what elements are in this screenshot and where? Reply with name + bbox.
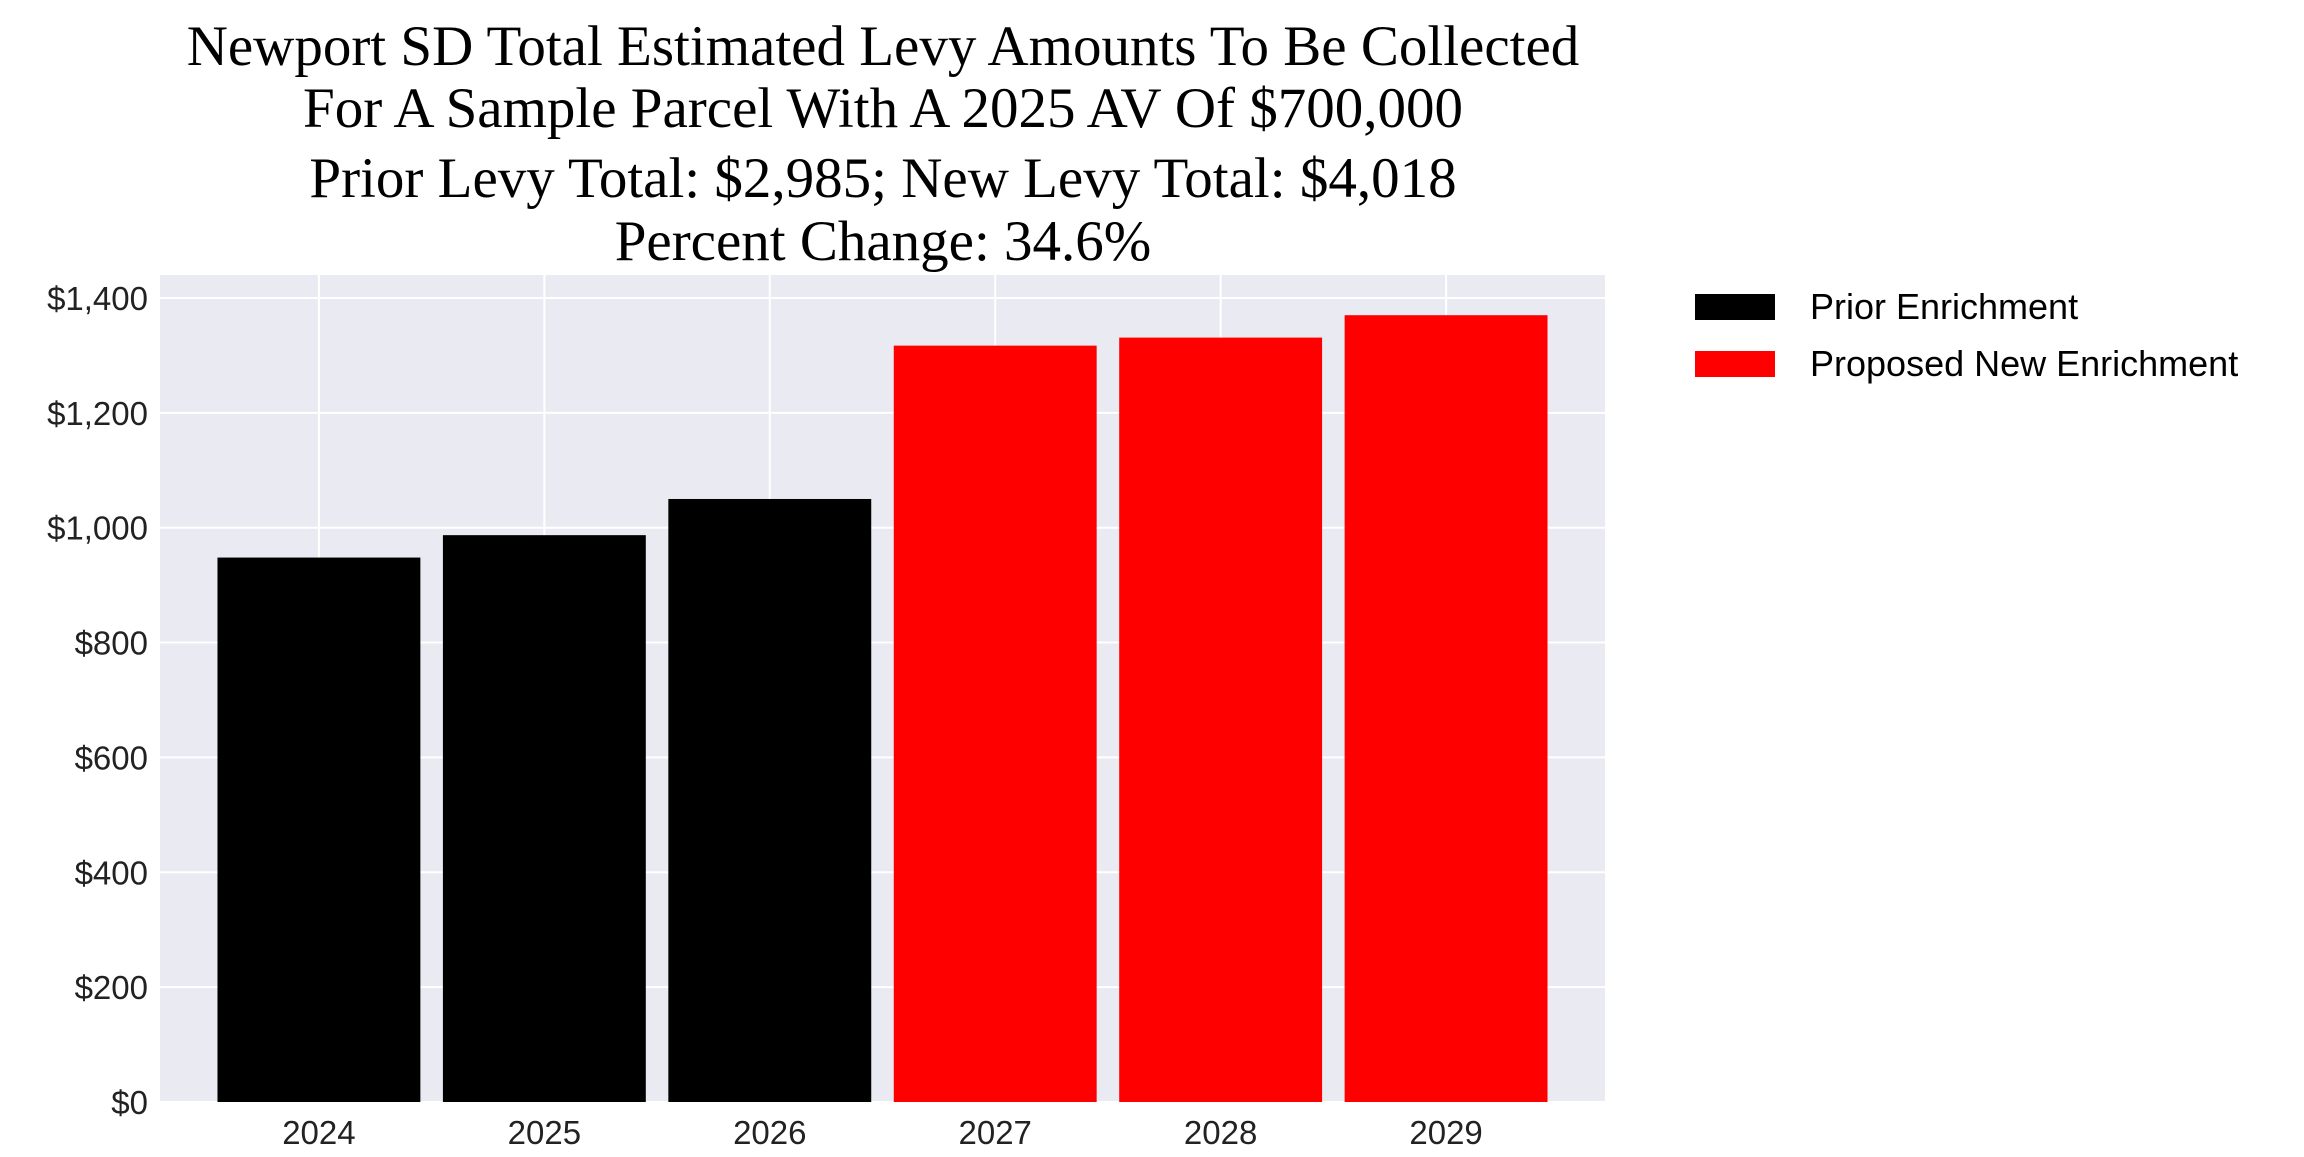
bar-2029 [1344, 315, 1548, 1102]
y-tick-label: $800 [75, 625, 148, 662]
y-tick-label: $200 [75, 969, 148, 1006]
title-line-4: Percent Change: 34.6% [615, 210, 1152, 273]
x-tick-label: 2029 [1409, 1114, 1482, 1151]
bar-2028 [1119, 337, 1323, 1102]
bar-2024 [217, 557, 421, 1102]
bar-2026 [668, 498, 872, 1103]
title-line-1: Newport SD Total Estimated Levy Amounts … [187, 15, 1580, 78]
y-tick-label: $0 [111, 1084, 148, 1121]
bar-2025 [442, 535, 646, 1102]
x-tick-label: 2028 [1184, 1114, 1257, 1151]
y-tick-label: $600 [75, 739, 148, 776]
legend: Prior Enrichment Proposed New Enrichment [1695, 286, 2238, 384]
y-tick-label: $1,200 [47, 395, 148, 432]
chart-title: Newport SD Total Estimated Levy Amounts … [187, 15, 1580, 273]
title-line-2: For A Sample Parcel With A 2025 AV Of $7… [303, 77, 1463, 140]
legend-label-prior: Prior Enrichment [1810, 286, 2078, 327]
x-axis: 2024 2025 2026 2027 2028 2029 [282, 1114, 1483, 1151]
title-line-3: Prior Levy Total: $2,985; New Levy Total… [309, 147, 1456, 210]
y-tick-label: $1,000 [47, 510, 148, 547]
legend-swatch-prior [1695, 294, 1775, 320]
legend-label-proposed: Proposed New Enrichment [1810, 343, 2238, 384]
x-tick-label: 2024 [282, 1114, 355, 1151]
legend-swatch-proposed [1695, 351, 1775, 377]
bar-2027 [893, 345, 1097, 1102]
x-tick-label: 2027 [959, 1114, 1032, 1151]
y-tick-label: $400 [75, 854, 148, 891]
bars [217, 315, 1548, 1103]
x-tick-label: 2025 [508, 1114, 581, 1151]
y-axis: $0 $200 $400 $600 $800 $1,000 $1,200 $1,400 [47, 280, 148, 1121]
y-tick-label: $1,400 [47, 280, 148, 317]
x-tick-label: 2026 [733, 1114, 806, 1151]
